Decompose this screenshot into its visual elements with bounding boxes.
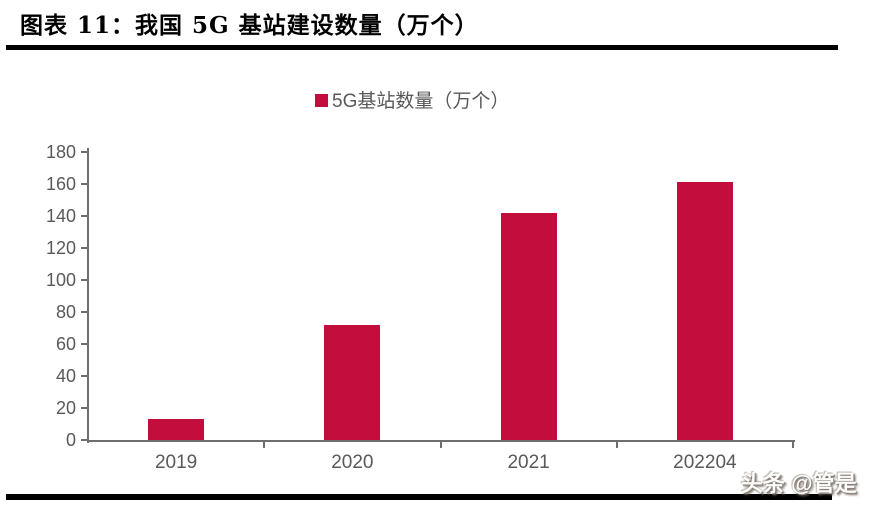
y-axis-tick bbox=[81, 279, 88, 281]
bar-2019 bbox=[148, 419, 205, 440]
x-axis-tick-label: 2019 bbox=[154, 452, 198, 473]
y-axis-tick-label: 20 bbox=[55, 398, 76, 418]
y-axis-tick-label: 100 bbox=[45, 270, 76, 290]
bar-2020 bbox=[324, 324, 381, 440]
toutiao-watermark: 头条 @管是 bbox=[741, 471, 857, 496]
y-axis-tick-label: 140 bbox=[45, 206, 76, 226]
y-axis-tick bbox=[81, 247, 88, 249]
y-axis-tick-label: 180 bbox=[45, 142, 76, 162]
y-axis-tick bbox=[81, 311, 88, 313]
x-axis-tick bbox=[792, 441, 794, 448]
y-axis-tick bbox=[81, 439, 88, 441]
y-axis-tick bbox=[81, 215, 88, 217]
y-axis-tick bbox=[81, 151, 88, 153]
bar-2021 bbox=[500, 212, 557, 440]
y-axis-tick-label: 0 bbox=[65, 430, 76, 450]
x-axis-tick bbox=[439, 441, 442, 448]
legend-square-marker-icon bbox=[315, 94, 328, 107]
x-axis-tick bbox=[263, 441, 266, 448]
y-axis-tick bbox=[81, 407, 88, 409]
y-axis-line bbox=[87, 148, 89, 443]
x-axis-tick bbox=[615, 441, 618, 448]
y-axis-tick bbox=[81, 183, 88, 185]
title-underline-rule bbox=[6, 45, 838, 50]
y-axis-tick-label: 120 bbox=[45, 238, 76, 258]
y-axis-tick-label: 80 bbox=[55, 302, 76, 322]
y-axis-tick-label: 60 bbox=[55, 334, 76, 354]
x-axis-tick-label: 2021 bbox=[507, 452, 550, 473]
y-axis-tick bbox=[81, 375, 88, 377]
chart-legend: 5G基站数量（万个） bbox=[315, 86, 509, 113]
legend-series-label: 5G基站数量（万个） bbox=[332, 91, 510, 112]
y-axis-tick-label: 40 bbox=[55, 366, 76, 386]
bar-202204 bbox=[676, 182, 733, 440]
bottom-rule bbox=[6, 494, 832, 500]
y-axis-tick-label: 160 bbox=[45, 174, 76, 194]
x-axis-tick-label: 202204 bbox=[673, 452, 737, 473]
figure-title: 图表 11：我国 5G 基站建设数量（万个） bbox=[20, 12, 479, 39]
x-axis-tick-label: 2020 bbox=[331, 452, 374, 473]
y-axis-tick bbox=[81, 343, 88, 345]
